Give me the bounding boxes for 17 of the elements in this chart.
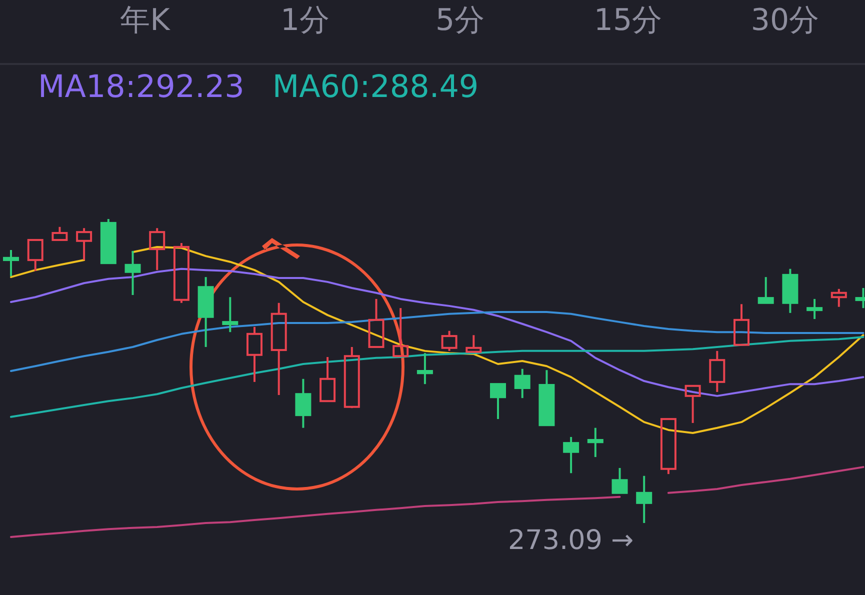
candlestick <box>198 276 214 348</box>
candlestick <box>709 350 726 393</box>
text: MA18:292.23 <box>38 69 244 105</box>
text: 1分 <box>280 3 330 38</box>
text: 30分 <box>750 3 820 38</box>
candlestick <box>636 474 652 524</box>
text: MA60:288.49 <box>272 69 479 105</box>
candlestick <box>806 298 823 320</box>
text: 5分 <box>435 3 485 38</box>
text: 年K <box>120 3 172 38</box>
candlestick <box>124 250 141 296</box>
candlestick <box>587 426 604 458</box>
candlestick <box>270 302 287 396</box>
text: 15分 <box>594 3 662 38</box>
candlestick <box>416 352 433 386</box>
candlestick <box>295 378 312 429</box>
text: 273.09 → <box>508 525 634 556</box>
